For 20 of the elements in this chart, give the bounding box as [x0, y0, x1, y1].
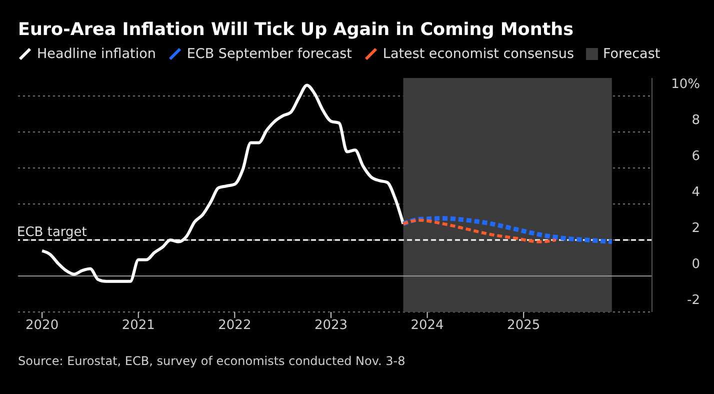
source-note: Source: Eurostat, ECB, survey of economists conducted Nov. 3-8 — [17, 353, 406, 368]
y-tick-label: 0 — [692, 257, 700, 272]
chart-title: Euro-Area Inflation Will Tick Up Again in Coming Months — [17, 19, 575, 42]
x-tick-label: 2024 — [410, 318, 444, 334]
legend-label: Forecast — [603, 46, 660, 62]
y-tick-label: 4 — [692, 185, 700, 200]
y-tick-label: 6 — [692, 149, 700, 164]
y-tick-label: 10% — [671, 77, 700, 92]
legend-label: ECB September forecast — [186, 46, 352, 62]
legend-label: Headline inflation — [37, 46, 156, 62]
x-tick-label: 2025 — [507, 318, 540, 334]
x-tick-label: 2022 — [218, 318, 252, 334]
y-tick-label: 8 — [692, 113, 700, 128]
y-tick-label: 2 — [692, 221, 700, 236]
x-tick-label: 2021 — [122, 318, 155, 334]
legend-label: Latest economist consensus — [382, 46, 574, 62]
x-tick-label: 2020 — [26, 318, 59, 334]
y-tick-label: -2 — [687, 293, 700, 308]
ref-line-label: ECB target — [17, 225, 87, 240]
x-tick-label: 2023 — [314, 318, 348, 334]
